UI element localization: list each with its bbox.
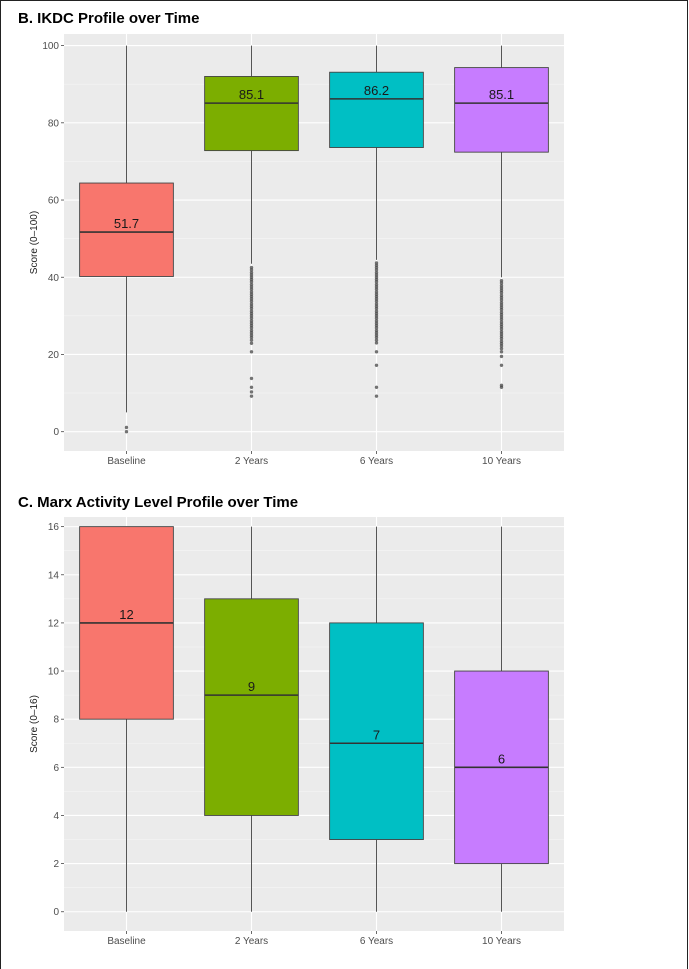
outlier-point — [374, 299, 379, 303]
outlier-point — [374, 306, 379, 311]
x-tick-label: 2 Years — [235, 936, 268, 947]
outlier-point — [499, 317, 504, 322]
y-tick-label: 40 — [48, 273, 60, 284]
outlier-point — [374, 326, 379, 330]
x-tick-label: Baseline — [107, 936, 146, 947]
y-tick-label: 100 — [42, 41, 59, 52]
outlier-point — [499, 385, 504, 389]
outlier-point — [249, 335, 254, 340]
box-10-years — [454, 67, 549, 153]
y-tick-label: 14 — [48, 570, 60, 581]
outlier-point — [249, 287, 254, 291]
y-tick-label: 0 — [53, 907, 59, 918]
panel-b-title: B. IKDC Profile over Time — [18, 10, 200, 27]
box-6-years — [329, 622, 424, 840]
median-label: 51.7 — [114, 216, 139, 231]
outlier-point — [374, 350, 379, 354]
outlier-point — [374, 394, 379, 398]
panel-c-title: C. Marx Activity Level Profile over Time — [18, 494, 299, 511]
outlier-point — [499, 344, 504, 348]
outlier-point — [374, 335, 379, 340]
outlier-point — [499, 350, 504, 354]
median-label: 9 — [248, 679, 255, 694]
x-tick-label: 10 Years — [482, 456, 521, 467]
outlier-point — [124, 429, 129, 434]
y-tick-label: 8 — [53, 715, 59, 726]
outlier-point — [249, 390, 254, 394]
x-tick-label: 2 Years — [235, 456, 268, 467]
y-tick-label: 6 — [53, 763, 59, 774]
y-tick-label: 16 — [48, 522, 60, 533]
y-tick-label: 4 — [53, 811, 59, 822]
box-6-years — [329, 71, 424, 148]
x-tick-label: Baseline — [107, 456, 146, 467]
y-tick-label: 2 — [53, 859, 59, 870]
outlier-point — [249, 338, 254, 342]
outlier-point — [249, 394, 254, 398]
y-tick-label: 0 — [53, 427, 59, 438]
outlier-point — [374, 338, 379, 342]
x-tick-label: 6 Years — [360, 456, 393, 467]
outlier-point — [249, 385, 254, 389]
outlier-point — [124, 425, 129, 430]
outlier-point — [499, 290, 504, 295]
box-2-years — [204, 598, 299, 816]
outlier-point — [499, 336, 504, 341]
outlier-point — [249, 341, 254, 345]
outlier-point — [249, 326, 254, 330]
outlier-point — [499, 346, 504, 351]
median-label: 7 — [373, 727, 380, 742]
outlier-point — [374, 385, 379, 389]
outlier-point — [249, 350, 254, 354]
y-tick-label: 60 — [48, 196, 60, 207]
outlier-point — [499, 298, 504, 302]
y-tick-label: 10 — [48, 667, 60, 678]
y-tick-label: 80 — [48, 118, 60, 129]
outlier-point — [249, 299, 254, 303]
median-label: 12 — [119, 607, 133, 622]
x-tick-label: 10 Years — [482, 936, 521, 947]
y-axis-label: Score (0–16) — [29, 695, 40, 753]
outlier-point — [374, 316, 379, 320]
outlier-point — [499, 363, 504, 367]
y-axis-label: Score (0–100) — [29, 211, 40, 274]
outlier-point — [499, 307, 504, 312]
ikdc-boxplot-chart: 0 20 40 60 80 100 Score (0–100) 51.7 Baseline 85.… — [29, 34, 564, 467]
y-tick-label: 12 — [48, 618, 60, 629]
median-label: 85.1 — [489, 87, 514, 102]
median-label: 85.1 — [239, 87, 264, 102]
outlier-point — [374, 341, 379, 345]
outlier-point — [249, 376, 254, 381]
outlier-point — [499, 281, 504, 285]
median-label: 86.2 — [364, 83, 389, 98]
median-label: 6 — [498, 751, 505, 766]
outlier-point — [499, 354, 504, 359]
outlier-point — [374, 280, 379, 284]
outlier-point — [499, 327, 504, 331]
outlier-point — [374, 287, 379, 291]
outlier-point — [249, 280, 254, 284]
x-tick-label: 6 Years — [360, 936, 393, 947]
box-baseline — [79, 182, 174, 277]
y-tick-label: 20 — [48, 350, 60, 361]
outlier-point — [374, 363, 379, 367]
outlier-point — [249, 268, 254, 272]
outlier-point — [249, 306, 254, 311]
outlier-point — [374, 268, 379, 272]
box-2-years — [204, 76, 299, 152]
outlier-point — [249, 316, 254, 320]
marx-boxplot-chart: 0 2 4 6 8 10 12 14 16 Score (0–16) 12 Baseline 9 2 Ye… — [29, 517, 564, 947]
